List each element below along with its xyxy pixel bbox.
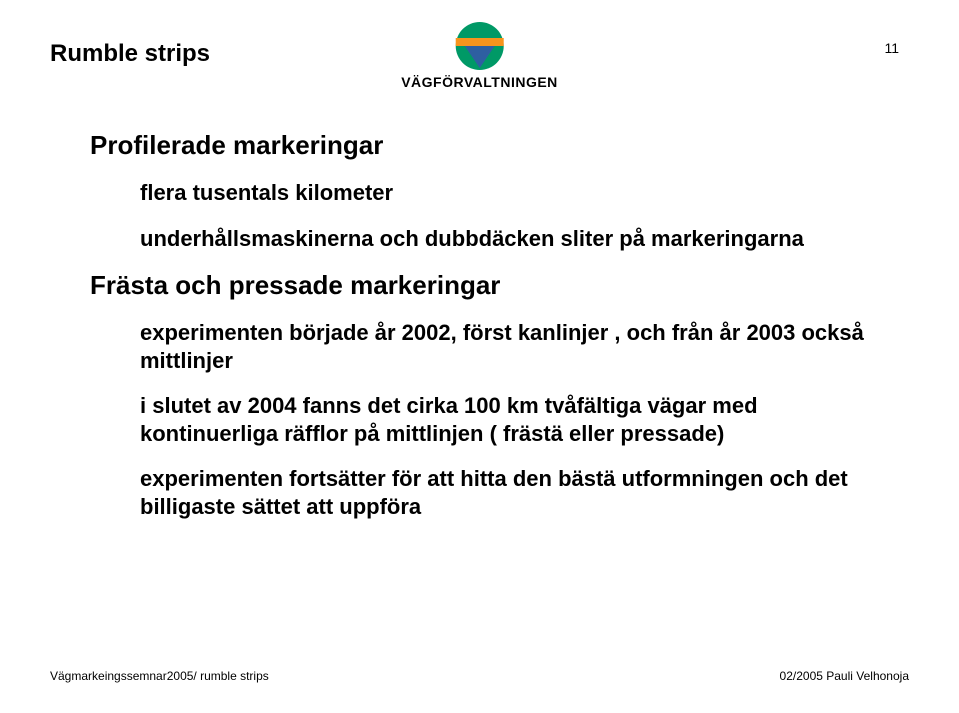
footer-left: Vägmarkeingssemnar2005/ rumble strips	[50, 669, 269, 683]
list-item: experimenten började år 2002, först kanl…	[140, 319, 899, 374]
section-2-title: Frästa och pressade markeringar	[90, 270, 899, 301]
slide-header-label: Rumble strips	[50, 40, 909, 68]
footer-right: 02/2005 Pauli Velhonoja	[780, 669, 909, 683]
list-item: flera tusentals kilometer	[140, 179, 899, 207]
section-1-list: flera tusentals kilometer underhållsmask…	[140, 179, 899, 252]
logo-text: VÄGFÖRVALTNINGEN	[401, 74, 558, 90]
list-item: experimenten fortsätter för att hitta de…	[140, 465, 899, 520]
slide-content: Profilerade markeringar flera tusentals …	[90, 130, 899, 538]
slide-header: Rumble strips	[50, 40, 909, 68]
section-1-title: Profilerade markeringar	[90, 130, 899, 161]
list-item: i slutet av 2004 fanns det cirka 100 km …	[140, 392, 899, 447]
page-number: 11	[884, 40, 899, 56]
section-2-list: experimenten började år 2002, först kanl…	[140, 319, 899, 520]
list-item: underhållsmaskinerna och dubbdäcken slit…	[140, 225, 899, 253]
slide-footer: Vägmarkeingssemnar2005/ rumble strips 02…	[50, 669, 909, 683]
